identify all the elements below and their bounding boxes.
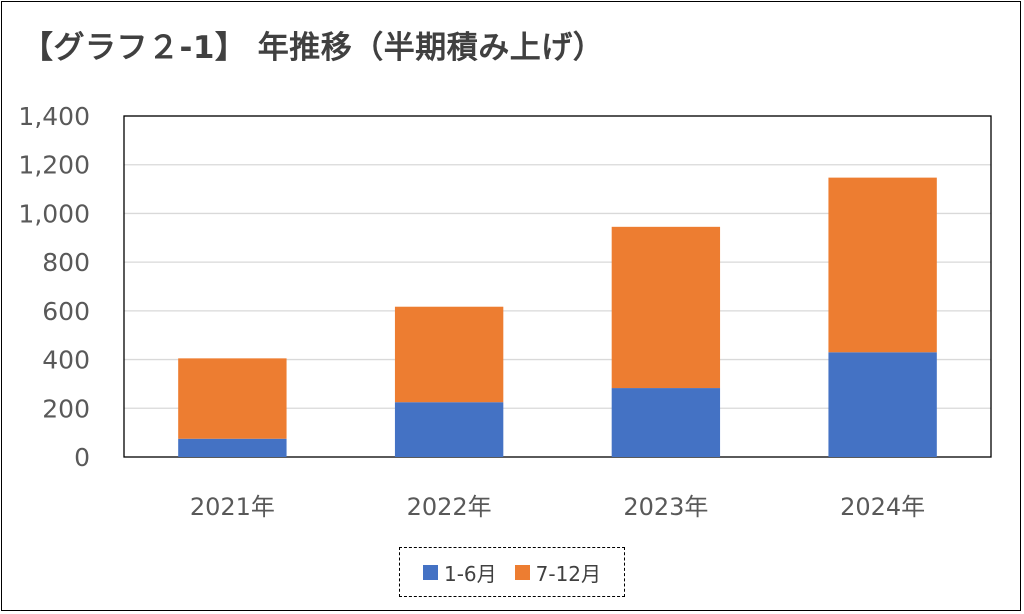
y-tick-label: 1,000 <box>18 199 90 228</box>
legend-item-h2: 7-12月 <box>514 558 602 587</box>
bar-segment-h2 <box>611 226 721 389</box>
bar-segment-h2 <box>394 306 504 403</box>
x-tick-label: 2023年 <box>623 493 708 521</box>
legend-item-h1: 1-6月 <box>422 558 497 587</box>
legend-swatch-h2 <box>514 564 530 580</box>
y-tick-label: 800 <box>42 248 90 277</box>
bar-segment-h1 <box>178 438 287 457</box>
y-tick-label: 1,400 <box>18 102 90 131</box>
y-tick-label: 200 <box>42 394 90 423</box>
legend-label-h2: 7-12月 <box>535 561 602 586</box>
y-tick-label: 600 <box>42 297 90 326</box>
bar-segment-h2 <box>178 358 287 439</box>
x-tick-label: 2022年 <box>407 493 492 521</box>
x-tick-label: 2021年 <box>190 493 275 521</box>
bar-segment-h1 <box>394 402 504 457</box>
bar-segment-h2 <box>828 177 937 353</box>
bar-segment-h1 <box>611 388 721 457</box>
y-tick-label: 400 <box>42 346 90 375</box>
chart-title: 【グラフ２-1】 年推移（半期積み上げ） <box>22 30 605 66</box>
legend-swatch-h1 <box>422 564 438 580</box>
y-tick-label: 1,200 <box>18 151 90 180</box>
x-tick-label: 2024年 <box>840 493 925 521</box>
legend-label-h1: 1-6月 <box>443 561 497 586</box>
chart-legend: 1-6月 7-12月 <box>399 547 625 597</box>
bar-segment-h1 <box>828 352 937 457</box>
y-tick-label: 0 <box>74 443 90 472</box>
plot-area-border <box>123 115 992 458</box>
